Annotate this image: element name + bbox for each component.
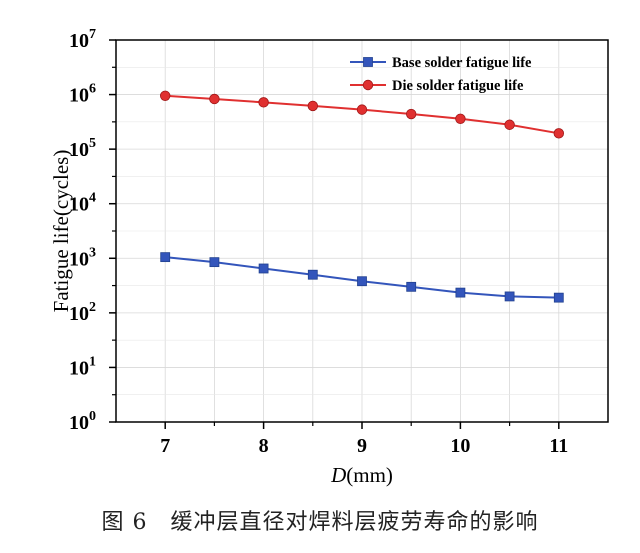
y-tick-label: 103: [69, 245, 96, 270]
legend-label-die-solder: Die solder fatigue life: [392, 78, 524, 94]
y-tick-label: 101: [69, 354, 96, 379]
legend-item-base-solder: Base solder fatigue life: [350, 55, 532, 71]
data-point-base-solder: [553, 292, 564, 303]
x-tick-label: 10: [450, 435, 470, 457]
y-tick-label-exponent: 6: [89, 82, 96, 97]
data-point-die-solder: [159, 90, 171, 101]
x-tick-label: 9: [357, 435, 367, 457]
y-tick-label: 107: [69, 27, 96, 52]
y-tick-label-exponent: 1: [89, 354, 96, 369]
x-tick-label: 7: [160, 435, 170, 457]
data-point-die-solder: [504, 119, 515, 130]
x-axis-title-unit: (mm): [346, 463, 393, 487]
y-axis-title: Fatigue life(cycles): [49, 150, 73, 313]
y-tick-label-base: 10: [69, 248, 89, 270]
y-tick-label: 104: [69, 191, 96, 216]
data-point-base-solder: [307, 269, 318, 280]
data-point-base-solder: [406, 281, 417, 292]
data-point-die-solder: [455, 113, 466, 124]
legend-item-die-solder: Die solder fatigue life: [350, 78, 524, 94]
y-tick-label-base: 10: [69, 357, 89, 379]
y-tick-label-base: 10: [69, 194, 89, 216]
y-tick-label-base: 10: [69, 30, 89, 52]
data-point-die-solder: [356, 104, 368, 115]
data-point-die-solder: [209, 93, 220, 105]
y-tick-label: 100: [69, 409, 96, 434]
y-tick-label-exponent: 7: [89, 27, 96, 42]
data-point-die-solder: [406, 108, 417, 120]
data-point-die-solder: [258, 97, 269, 108]
y-tick-label-base: 10: [69, 85, 89, 107]
y-tick-label-base: 10: [69, 139, 89, 161]
data-point-base-solder: [209, 257, 220, 268]
series-layer: [159, 90, 565, 303]
legend-marker-base-solder: [363, 57, 373, 67]
data-point-die-solder: [307, 100, 319, 112]
legend-marker-die-solder: [362, 79, 374, 91]
x-tick-label: 11: [549, 435, 568, 457]
data-point-die-solder: [553, 128, 565, 139]
y-tick-label: 105: [69, 136, 96, 161]
y-tick-label-exponent: 5: [89, 136, 96, 151]
x-tick-label: 8: [259, 435, 269, 457]
x-axis-title: D(mm): [330, 463, 393, 487]
y-tick-label-exponent: 0: [89, 409, 96, 424]
figure-caption: 图 6 缓冲层直径对焊料层疲劳寿命的影响: [101, 510, 539, 535]
y-tick-label-base: 10: [69, 303, 89, 325]
data-point-base-solder: [455, 287, 466, 298]
y-tick-label: 106: [69, 82, 96, 107]
legend-label-base-solder: Base solder fatigue life: [392, 55, 532, 71]
y-tick-label: 102: [69, 300, 96, 325]
y-tick-label-exponent: 3: [89, 245, 96, 260]
y-tick-label-exponent: 4: [89, 191, 96, 206]
y-tick-label-base: 10: [69, 412, 89, 434]
data-point-base-solder: [160, 252, 171, 263]
data-point-base-solder: [357, 276, 367, 287]
data-point-base-solder: [258, 263, 269, 274]
data-point-base-solder: [504, 291, 515, 302]
x-axis-title-variable: D: [330, 463, 346, 487]
y-tick-label-exponent: 2: [89, 300, 96, 315]
legend: Base solder fatigue life Die solder fati…: [350, 55, 532, 94]
